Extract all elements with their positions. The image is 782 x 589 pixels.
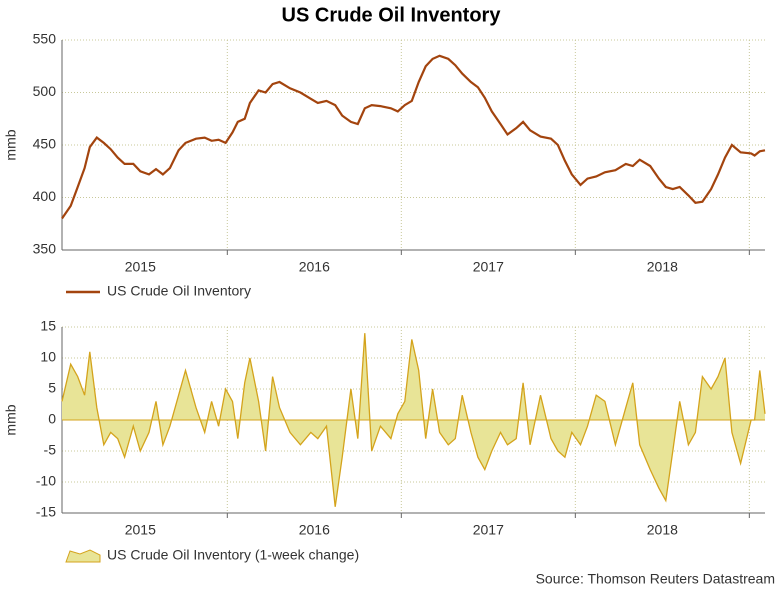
- y-tick-label: -15: [36, 504, 56, 520]
- x-tick-label: 2015: [125, 522, 156, 538]
- legend-label: US Crude Oil Inventory (1-week change): [107, 547, 359, 563]
- source: Source: Thomson Reuters Datastream: [536, 571, 775, 587]
- x-tick-label: 2015: [125, 259, 156, 275]
- chart-title: US Crude Oil Inventory: [282, 4, 502, 26]
- y-tick-label: 550: [33, 31, 57, 47]
- y-tick-label: -5: [44, 442, 57, 458]
- legend-label: US Crude Oil Inventory: [107, 283, 251, 299]
- y-axis-label: mmb: [3, 129, 19, 160]
- y-tick-label: 350: [33, 241, 57, 257]
- x-tick-label: 2018: [647, 259, 678, 275]
- y-tick-label: 5: [48, 380, 56, 396]
- y-tick-label: 400: [33, 188, 57, 204]
- y-tick-label: 15: [40, 318, 56, 334]
- line: [61, 54, 766, 220]
- y-tick-label: 500: [33, 83, 57, 99]
- x-tick-label: 2017: [473, 259, 504, 275]
- x-tick-label: 2017: [473, 522, 504, 538]
- x-tick-label: 2016: [299, 522, 330, 538]
- y-tick-label: 10: [40, 349, 56, 365]
- x-tick-label: 2016: [299, 259, 330, 275]
- y-axis-label: mmb: [3, 404, 19, 435]
- y-tick-label: -10: [36, 473, 56, 489]
- y-tick-label: 0: [48, 411, 56, 427]
- y-tick-label: 450: [33, 136, 57, 152]
- legend-swatch: [65, 549, 101, 563]
- area-line: [61, 333, 766, 507]
- x-tick-label: 2018: [647, 522, 678, 538]
